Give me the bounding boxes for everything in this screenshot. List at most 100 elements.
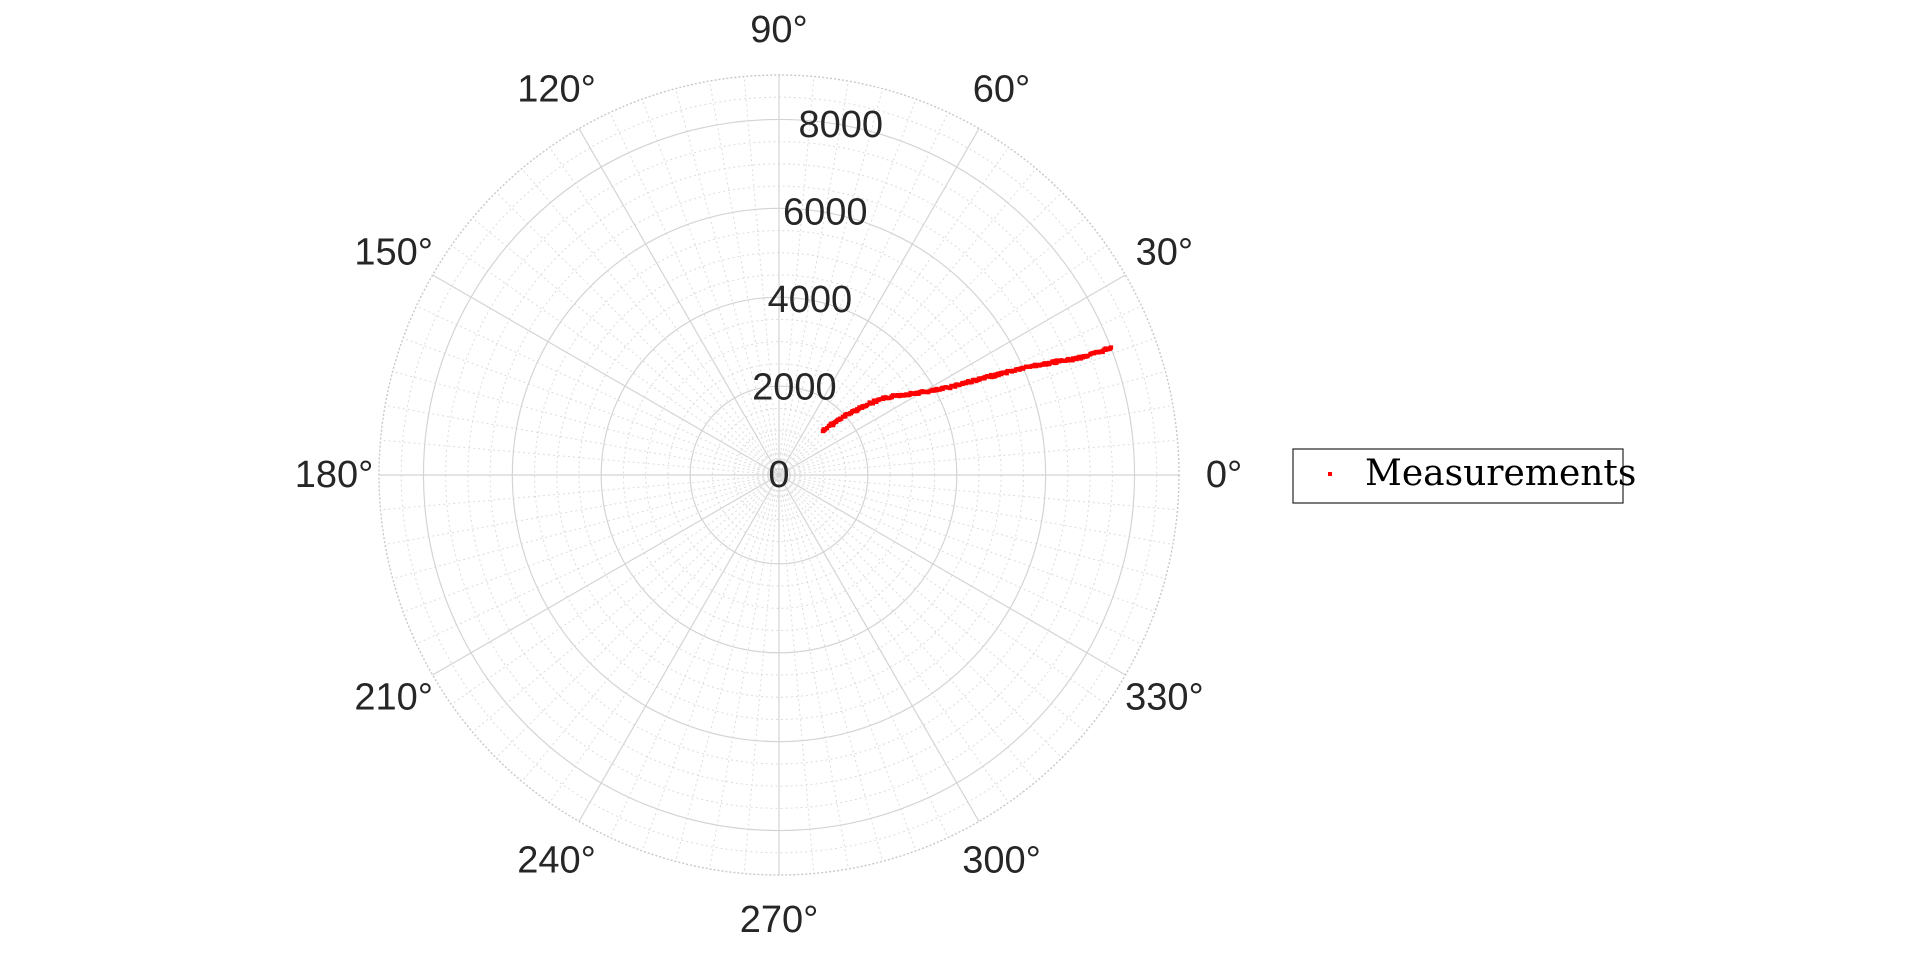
- data-point: [957, 382, 962, 387]
- minor-grid-spoke: [472, 474, 780, 733]
- data-point: [988, 372, 993, 377]
- theta-tick-label: 300°: [962, 839, 1041, 881]
- minor-grid-spoke: [778, 88, 884, 476]
- minor-grid-spoke: [778, 474, 1166, 580]
- data-point: [1076, 355, 1081, 360]
- minor-grid-spoke: [778, 147, 1009, 476]
- minor-grid-spoke: [778, 474, 884, 862]
- minor-grid-spoke: [641, 474, 780, 852]
- minor-grid-spoke: [778, 98, 917, 476]
- minor-grid-spoke: [778, 217, 1086, 476]
- minor-grid-spoke: [709, 474, 780, 870]
- data-point: [1034, 363, 1039, 368]
- major-grid-spoke: [432, 274, 780, 476]
- data-point: [908, 390, 913, 395]
- minor-grid-spoke: [778, 474, 1107, 705]
- minor-grid-spoke: [778, 112, 949, 476]
- data-point: [1054, 358, 1059, 363]
- major-grid-spoke: [778, 474, 1126, 676]
- r-tick-label: 2000: [752, 366, 837, 408]
- data-point: [1027, 364, 1032, 369]
- minor-grid-spoke: [521, 474, 780, 782]
- data-point: [916, 391, 921, 396]
- data-point: [974, 379, 979, 384]
- r-tick-label: 0: [768, 454, 789, 496]
- minor-grid-spoke: [778, 474, 1178, 511]
- minor-grid-spoke: [709, 80, 780, 476]
- data-point: [1050, 359, 1055, 364]
- theta-tick-label: 330°: [1125, 677, 1204, 719]
- minor-grid-spoke: [778, 474, 815, 874]
- minor-grid-spoke: [472, 217, 780, 476]
- data-point: [892, 393, 897, 398]
- minor-grid-spoke: [451, 245, 780, 476]
- legend: Measurements: [1292, 448, 1636, 504]
- data-point: [878, 397, 883, 402]
- data-point: [1098, 349, 1103, 354]
- data-point: [843, 414, 848, 419]
- minor-grid-spoke: [416, 305, 780, 476]
- r-tick-label: 4000: [768, 279, 853, 321]
- data-point: [865, 403, 870, 408]
- theta-tick-label: 0°: [1206, 454, 1242, 496]
- r-tick-labels: 0 2000 4000 6000 8000: [752, 104, 883, 496]
- data-point: [951, 384, 956, 389]
- minor-grid-spoke: [778, 337, 1156, 476]
- theta-tick-label: 240°: [517, 839, 596, 881]
- data-point: [1107, 346, 1112, 351]
- minor-grid-spoke: [674, 88, 780, 476]
- minor-grid-spoke: [778, 474, 1037, 782]
- data-point: [830, 421, 835, 426]
- minor-grid-spoke: [778, 474, 949, 838]
- data-point: [1070, 358, 1075, 363]
- major-grid-spoke: [778, 274, 1126, 476]
- data-point: [961, 380, 966, 385]
- data-point: [921, 389, 926, 394]
- minor-grid-spoke: [495, 474, 780, 759]
- minor-grid-spoke: [521, 168, 780, 476]
- minor-grid-spoke: [384, 474, 780, 545]
- minor-grid-spoke: [743, 474, 780, 874]
- data-point: [993, 372, 998, 377]
- theta-tick-label: 60°: [973, 69, 1030, 111]
- data-point: [881, 395, 886, 400]
- minor-grid-spoke: [402, 474, 780, 613]
- data-point: [870, 401, 875, 406]
- minor-grid-spoke: [402, 337, 780, 476]
- minor-grid-spoke: [609, 474, 780, 838]
- major-grid-spoke: [778, 474, 980, 822]
- data-point: [884, 396, 889, 401]
- minor-grid-spoke: [778, 245, 1107, 476]
- minor-grid-spoke: [380, 439, 780, 476]
- minor-grid-spoke: [451, 474, 780, 705]
- data-point: [940, 387, 945, 392]
- minor-grid-spoke: [778, 474, 917, 852]
- minor-grid-spoke: [674, 474, 780, 862]
- minor-grid-spoke: [495, 191, 780, 476]
- minor-grid-spoke: [392, 474, 780, 580]
- data-point: [1105, 347, 1110, 352]
- data-point: [936, 387, 941, 392]
- data-point: [1085, 353, 1090, 358]
- minor-grid-spoke: [384, 405, 780, 476]
- data-point: [898, 393, 903, 398]
- minor-grid-spoke: [641, 98, 780, 476]
- data-point: [834, 420, 839, 425]
- data-point: [867, 400, 872, 405]
- data-point: [914, 390, 919, 395]
- minor-grid-spoke: [778, 168, 1037, 476]
- theta-tick-label: 180°: [295, 454, 374, 496]
- data-point: [945, 385, 950, 390]
- data-point: [982, 375, 987, 380]
- minor-grid-spoke: [778, 370, 1166, 476]
- data-point: [839, 416, 844, 421]
- data-point: [825, 426, 830, 431]
- data-point: [969, 379, 974, 384]
- data-point: [954, 382, 959, 387]
- data-point: [1044, 362, 1049, 367]
- data-point: [902, 393, 907, 398]
- theta-tick-label: 150°: [354, 232, 433, 274]
- theta-tick-label: 210°: [354, 677, 433, 719]
- data-point: [889, 395, 894, 400]
